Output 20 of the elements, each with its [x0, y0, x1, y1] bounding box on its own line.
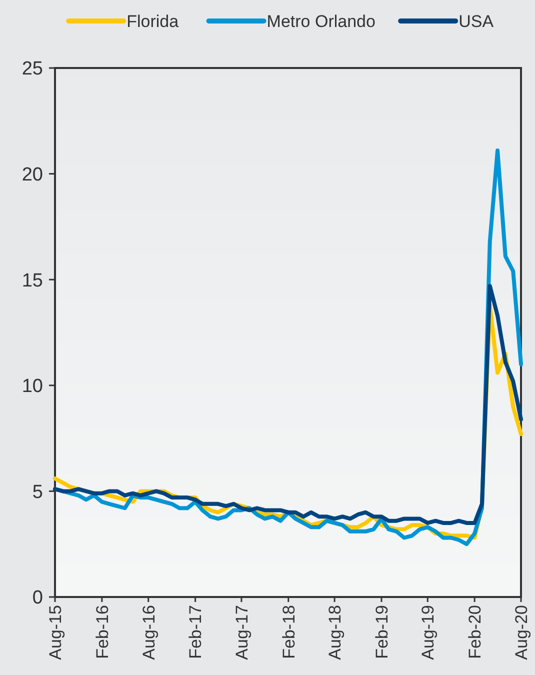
x-tick-label: Aug-15: [46, 605, 65, 660]
y-tick-label: 10: [22, 376, 43, 398]
y-tick-label: 15: [22, 270, 43, 292]
x-tick-label: Aug-18: [326, 605, 344, 660]
y-tick-label: 25: [22, 58, 43, 80]
legend-label: Florida: [126, 12, 180, 31]
x-tick-label: Aug-17: [232, 605, 252, 660]
x-tick-label: Feb-20: [466, 605, 485, 659]
x-tick-label: Feb-19: [372, 605, 392, 659]
x-tick-label: Aug-20: [512, 605, 531, 660]
x-tick-label: Feb-18: [279, 605, 298, 659]
y-tick-label: 0: [32, 588, 43, 609]
x-tick-label: Aug-16: [139, 605, 158, 660]
y-tick-label: 5: [32, 482, 43, 503]
legend-label: USA: [458, 12, 494, 31]
legend-label: Metro Orlando: [266, 12, 376, 31]
x-tick-label: Aug-19: [418, 605, 438, 660]
x-tick-label: Feb-17: [186, 605, 206, 659]
x-tick-label: Feb-16: [92, 605, 112, 659]
y-tick-label: 20: [22, 164, 43, 186]
